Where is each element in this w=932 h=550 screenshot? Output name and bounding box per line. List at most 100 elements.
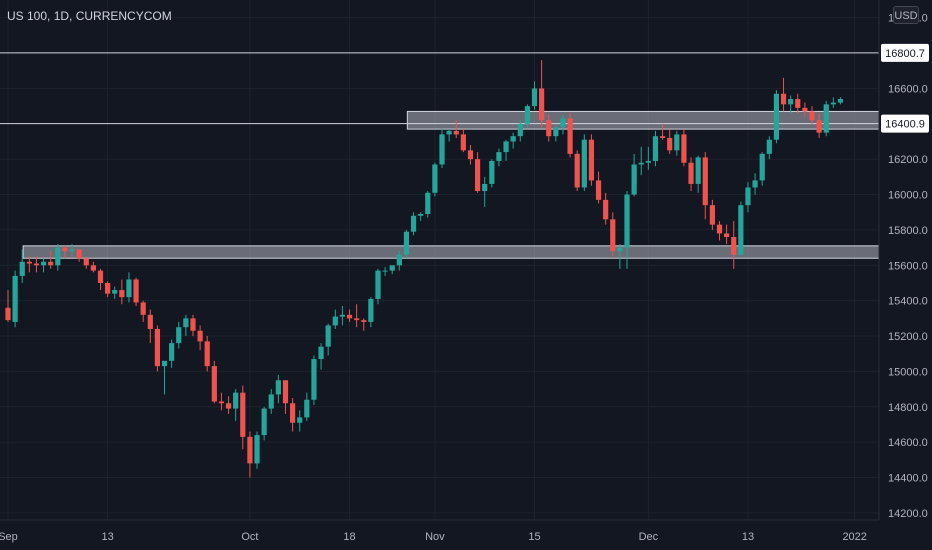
candle-body <box>133 279 139 303</box>
candle-body <box>254 435 260 464</box>
candle <box>183 314 189 337</box>
candle-body <box>126 279 132 298</box>
candle <box>681 129 687 167</box>
x-tick-label: 13 <box>742 531 754 543</box>
candle-body <box>738 205 744 255</box>
candle <box>617 244 623 269</box>
candle <box>766 136 772 160</box>
candle <box>503 139 509 161</box>
y-tick-label: 14600.0 <box>888 437 928 449</box>
candle <box>354 304 360 328</box>
candle-body <box>482 183 488 192</box>
y-tick-label: 16600.0 <box>888 83 928 95</box>
candle-body <box>795 99 801 108</box>
candle <box>517 120 523 142</box>
y-tick-label: 15400.0 <box>888 296 928 308</box>
candle-body <box>659 136 666 138</box>
candle-body <box>361 320 367 322</box>
candle <box>432 162 438 197</box>
candle <box>695 155 701 193</box>
candle-body <box>346 314 353 319</box>
candle <box>247 431 253 478</box>
candle <box>716 221 723 241</box>
candle-body <box>33 263 40 266</box>
candle <box>688 157 694 192</box>
price-line-label: 16400.9 <box>885 119 925 131</box>
candle <box>588 134 595 186</box>
candle-body <box>460 134 466 151</box>
candle <box>55 244 61 271</box>
time-axis[interactable]: Sep 13 Oct 18 Nov 15 Dec 13 2022 <box>0 519 932 550</box>
candle <box>659 123 666 140</box>
candle <box>439 127 445 169</box>
candle <box>396 251 402 271</box>
candle-body <box>574 153 580 188</box>
candle-body <box>837 99 844 103</box>
candle <box>460 129 466 153</box>
candle <box>325 323 331 356</box>
candle-body <box>531 88 538 107</box>
candle-body <box>474 159 481 192</box>
candle <box>311 355 317 406</box>
candle-body <box>161 360 168 367</box>
candle <box>48 251 54 269</box>
candle-body <box>83 258 89 266</box>
candle-body <box>830 102 836 105</box>
candle <box>780 77 787 112</box>
candle <box>275 374 281 404</box>
candle-body <box>624 194 630 248</box>
x-tick-label: 15 <box>528 531 540 543</box>
price-axis[interactable]: 14200.0 14400.0 14600.0 14800.0 15000.0 15200… <box>878 0 932 550</box>
price-line-labels: 16800.7 16400.9 <box>881 43 929 133</box>
candle-body <box>553 127 559 137</box>
candle <box>282 380 289 414</box>
candle-body <box>709 205 715 225</box>
y-tick-label: 15000.0 <box>888 366 928 378</box>
candle-body <box>311 359 317 400</box>
candle-body <box>112 290 118 294</box>
x-tick-label: Nov <box>425 531 445 543</box>
candle <box>446 129 452 142</box>
candle-body <box>147 314 153 329</box>
candle-body <box>297 417 303 423</box>
candle-body <box>418 214 424 216</box>
candle-body <box>489 160 495 184</box>
candle <box>603 192 609 225</box>
candle-body <box>766 139 772 154</box>
candle-body <box>268 394 274 409</box>
candle-body <box>667 137 673 151</box>
candle <box>105 281 111 298</box>
x-tick-label: 2022 <box>842 531 866 543</box>
candle <box>26 256 32 273</box>
candle <box>418 212 424 222</box>
candle-body <box>218 401 225 404</box>
candle-body <box>26 261 32 264</box>
candle-body <box>780 93 787 105</box>
candle-body <box>90 265 96 271</box>
candle <box>90 261 96 273</box>
currency-button[interactable]: USD <box>893 6 919 24</box>
y-tick-label: 14200.0 <box>888 508 928 520</box>
candle-body <box>190 318 196 331</box>
candle <box>240 385 246 450</box>
candle <box>482 176 488 207</box>
candle <box>40 258 47 273</box>
candle-body <box>183 318 189 328</box>
candle-body <box>503 141 509 153</box>
candle-body <box>788 99 794 105</box>
y-tick-label: 15800.0 <box>888 225 928 237</box>
candle <box>133 277 139 306</box>
x-tick-label: Sep <box>0 531 18 543</box>
candle-body <box>247 436 253 464</box>
candle-body <box>560 118 566 128</box>
candle-body <box>517 123 523 137</box>
candle-body <box>603 199 609 220</box>
candle-body <box>318 346 324 360</box>
candle-body <box>453 130 459 135</box>
y-tick-label: 14800.0 <box>888 402 928 414</box>
candle-body <box>225 403 232 409</box>
candle-body <box>645 160 651 163</box>
candle-body <box>745 187 751 206</box>
candle-body <box>716 224 723 234</box>
